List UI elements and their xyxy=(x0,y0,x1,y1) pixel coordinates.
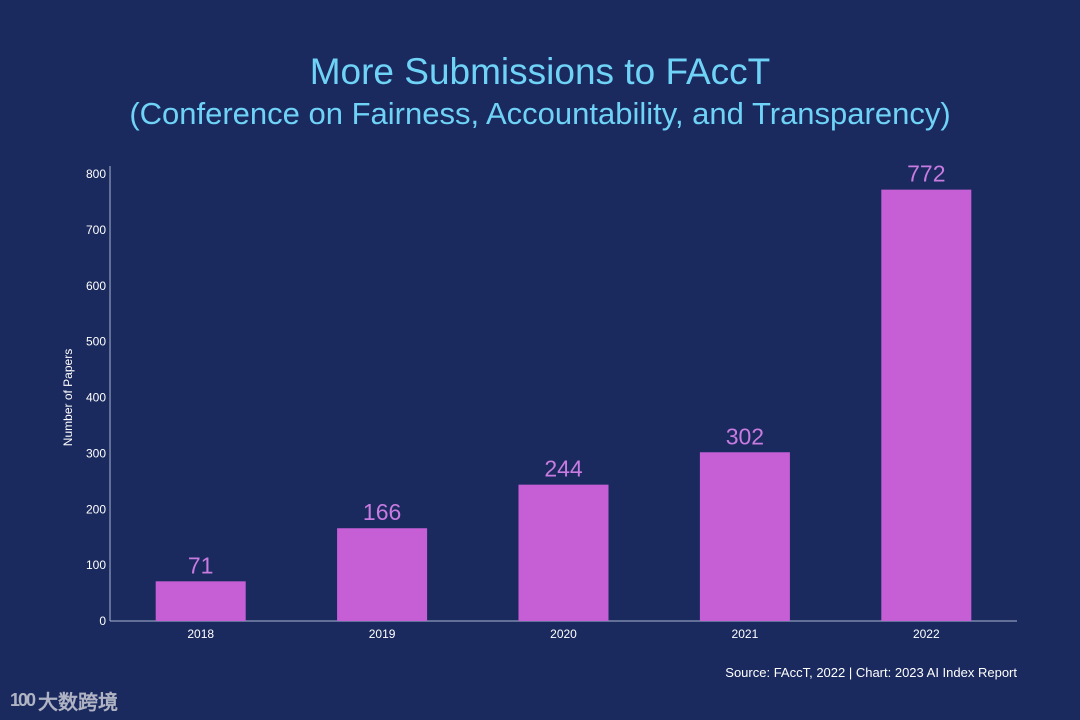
bar-2019 xyxy=(337,528,428,621)
chart-subtitle: (Conference on Fairness, Accountability,… xyxy=(129,96,951,131)
x-tick-label: 2020 xyxy=(550,627,577,641)
source-note: Source: FAccT, 2022 | Chart: 2023 AI Ind… xyxy=(725,665,1017,680)
x-tick-label: 2021 xyxy=(732,627,759,641)
y-tick-label: 200 xyxy=(86,502,106,516)
bar-2021 xyxy=(699,452,790,621)
y-tick-label: 300 xyxy=(86,446,106,460)
bar-2022 xyxy=(881,189,972,621)
watermark: 100 大数跨境 xyxy=(10,686,118,715)
y-tick-label: 100 xyxy=(86,558,106,572)
y-tick-label: 500 xyxy=(86,335,106,349)
x-tick-label: 2018 xyxy=(187,627,214,641)
x-tick-label: 2019 xyxy=(369,627,396,641)
watermark-text: 大数跨境 xyxy=(38,692,119,714)
y-tick-label: 400 xyxy=(86,391,106,405)
chart-title: More Submissions to FAccT xyxy=(309,51,771,92)
data-label: 302 xyxy=(726,423,764,449)
y-tick-label: 700 xyxy=(86,223,106,237)
data-label: 772 xyxy=(907,161,945,187)
data-label: 244 xyxy=(544,456,583,482)
y-tick-label: 600 xyxy=(86,279,106,293)
watermark-logo-icon: 100 xyxy=(10,690,36,710)
bar-2020 xyxy=(518,484,609,621)
x-tick-label: 2022 xyxy=(913,627,940,641)
data-label: 71 xyxy=(188,552,214,578)
data-label: 166 xyxy=(363,499,401,525)
y-tick-label: 800 xyxy=(86,167,106,181)
bar-2018 xyxy=(155,581,246,621)
y-axis-title: Number of Papers xyxy=(61,349,75,446)
y-tick-label: 0 xyxy=(99,614,106,628)
